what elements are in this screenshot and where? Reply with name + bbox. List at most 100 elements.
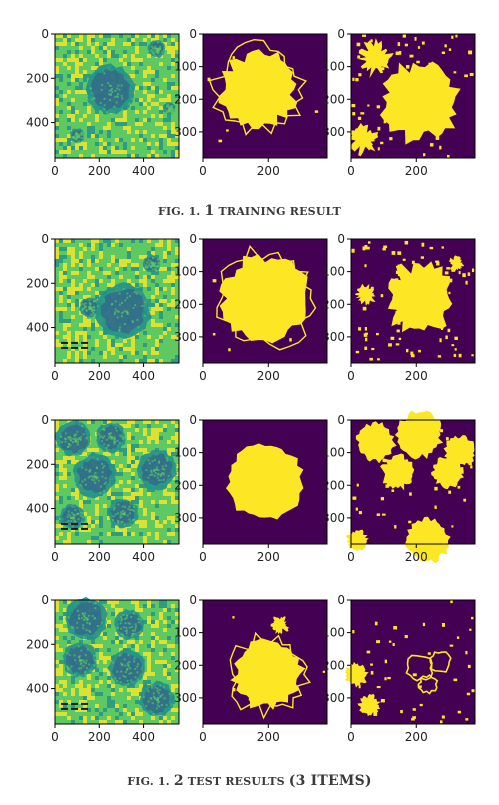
input-image — [55, 596, 179, 724]
x-tick-label: 0 — [199, 164, 207, 178]
y-tick-label: 400 — [26, 682, 49, 696]
y-tick-label: 200 — [26, 457, 49, 471]
mask-plot: 0 200 0 100 200 300 — [322, 27, 476, 178]
y-tick-label: 400 — [26, 321, 49, 335]
caption-text: TRAINING RESULT — [218, 205, 342, 218]
y-tick-label: 400 — [26, 502, 49, 516]
input-image-plot: 0 200 400 0 200 400 — [26, 593, 180, 744]
y-tick-label: 300 — [322, 125, 345, 139]
test-3-ground-truth-panel: 0 200 0 100 200 300 — [174, 593, 333, 745]
x-tick-label: 200 — [405, 164, 428, 178]
y-tick-label: 200 — [174, 658, 197, 672]
segmentation-mask — [348, 34, 475, 159]
y-tick-label: 100 — [174, 265, 197, 279]
input-image — [55, 420, 179, 544]
input-image-plot: 0 200 400 0 200 400 — [26, 27, 180, 178]
x-tick-label: 400 — [132, 369, 155, 383]
y-tick-label: 0 — [189, 593, 197, 607]
caption-number: 1 — [204, 203, 215, 219]
y-tick-label: 200 — [322, 478, 345, 492]
test-3-prediction-panel: 0 200 0 100 200 300 — [322, 593, 481, 745]
y-tick-label: 0 — [189, 413, 197, 427]
x-tick-label: 0 — [51, 164, 59, 178]
test-1-ground-truth-panel: 0 200 0 100 200 300 — [174, 232, 333, 384]
test-2-prediction-panel: 0 200 0 100 200 300 — [322, 410, 481, 565]
caption-number: 2 — [173, 773, 184, 789]
figure-1-2-caption: FIG. 1. 2 TEST RESULTS (3 ITEMS) — [0, 773, 499, 789]
input-image-plot: 0 200 400 0 200 400 — [26, 413, 180, 564]
y-tick-label: 100 — [322, 446, 345, 460]
y-tick-label: 0 — [41, 593, 49, 607]
input-image — [55, 239, 179, 363]
x-tick-label: 0 — [51, 730, 59, 744]
x-tick-label: 200 — [405, 730, 428, 744]
caption-text: TEST RESULTS — [187, 775, 285, 788]
segmentation-mask — [344, 600, 476, 724]
y-tick-label: 100 — [174, 446, 197, 460]
y-tick-label: 200 — [26, 71, 49, 85]
x-tick-label: 200 — [257, 550, 280, 564]
mask-plot: 0 200 0 100 200 300 — [174, 413, 328, 564]
y-tick-label: 0 — [337, 232, 345, 246]
input-image-plot: 0 200 400 0 200 400 — [26, 232, 180, 383]
x-tick-label: 0 — [347, 550, 355, 564]
figure-1-1-caption: FIG. 1. 1 TRAINING RESULT — [0, 203, 499, 219]
y-tick-label: 300 — [174, 125, 197, 139]
y-tick-label: 0 — [41, 232, 49, 246]
test-1-input-panel: 0 200 400 0 200 400 — [26, 232, 185, 384]
x-tick-label: 0 — [51, 550, 59, 564]
y-tick-label: 100 — [174, 626, 197, 640]
x-tick-label: 400 — [132, 550, 155, 564]
x-tick-label: 200 — [88, 164, 111, 178]
y-tick-label: 300 — [322, 691, 345, 705]
caption-paren: (3 ITEMS) — [288, 773, 372, 789]
y-tick-label: 100 — [322, 60, 345, 74]
caption-prefix: FIG. 1. — [127, 775, 170, 788]
x-tick-label: 200 — [405, 550, 428, 564]
y-tick-label: 200 — [174, 478, 197, 492]
y-tick-label: 200 — [26, 637, 49, 651]
mask-plot: 0 200 0 100 200 300 — [322, 410, 476, 564]
y-tick-label: 0 — [41, 413, 49, 427]
x-tick-label: 400 — [132, 164, 155, 178]
test-1-prediction-panel: 0 200 0 100 200 300 — [322, 232, 481, 384]
y-tick-label: 200 — [322, 658, 345, 672]
y-tick-label: 200 — [322, 297, 345, 311]
mask-plot: 0 200 0 100 200 300 — [322, 593, 476, 744]
y-tick-label: 0 — [337, 413, 345, 427]
mask-plot: 0 200 0 100 200 300 — [174, 27, 328, 178]
y-tick-label: 0 — [41, 27, 49, 41]
y-tick-label: 0 — [337, 27, 345, 41]
segmentation-mask — [346, 410, 475, 564]
y-tick-label: 0 — [189, 232, 197, 246]
x-tick-label: 0 — [347, 369, 355, 383]
y-tick-label: 200 — [174, 92, 197, 106]
y-tick-label: 200 — [174, 297, 197, 311]
y-tick-label: 200 — [26, 276, 49, 290]
y-tick-label: 200 — [322, 92, 345, 106]
x-tick-label: 200 — [405, 369, 428, 383]
y-tick-label: 100 — [322, 265, 345, 279]
y-tick-label: 300 — [322, 511, 345, 525]
test-2-input-panel: 0 200 400 0 200 400 — [26, 413, 185, 565]
training-ground-truth-panel: 0 200 0 100 200 300 — [174, 27, 333, 179]
y-tick-label: 100 — [322, 626, 345, 640]
x-tick-label: 200 — [257, 164, 280, 178]
y-tick-label: 300 — [174, 691, 197, 705]
segmentation-mask — [203, 420, 327, 544]
x-tick-label: 0 — [199, 550, 207, 564]
x-tick-label: 0 — [199, 730, 207, 744]
segmentation-mask — [203, 34, 327, 158]
y-tick-label: 400 — [26, 116, 49, 130]
x-tick-label: 200 — [88, 550, 111, 564]
x-tick-label: 200 — [88, 369, 111, 383]
segmentation-mask — [203, 239, 327, 363]
x-tick-label: 200 — [257, 369, 280, 383]
test-2-ground-truth-panel: 0 200 0 100 200 300 — [174, 413, 333, 565]
x-tick-label: 0 — [347, 164, 355, 178]
x-tick-label: 400 — [132, 730, 155, 744]
x-tick-label: 200 — [257, 730, 280, 744]
mask-plot: 0 200 0 100 200 300 — [174, 593, 328, 744]
y-tick-label: 100 — [174, 60, 197, 74]
x-tick-label: 200 — [88, 730, 111, 744]
